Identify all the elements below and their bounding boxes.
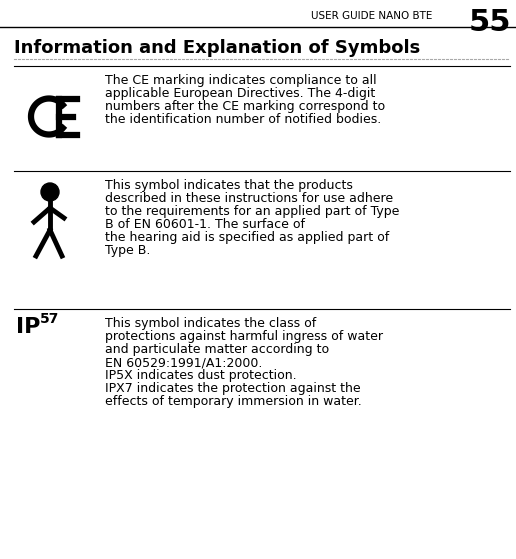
Text: described in these instructions for use adhere: described in these instructions for use … bbox=[105, 192, 393, 205]
Text: to the requirements for an applied part of Type: to the requirements for an applied part … bbox=[105, 205, 399, 218]
Text: protections against harmful ingress of water: protections against harmful ingress of w… bbox=[105, 330, 383, 343]
Text: This symbol indicates that the products: This symbol indicates that the products bbox=[105, 179, 353, 192]
Text: IP: IP bbox=[16, 317, 40, 337]
Text: Type B.: Type B. bbox=[105, 244, 150, 257]
Text: numbers after the CE marking correspond to: numbers after the CE marking correspond … bbox=[105, 100, 385, 113]
Text: This symbol indicates the class of: This symbol indicates the class of bbox=[105, 317, 316, 330]
Text: IP5X indicates dust protection.: IP5X indicates dust protection. bbox=[105, 369, 297, 382]
Text: applicable European Directives. The 4-digit: applicable European Directives. The 4-di… bbox=[105, 87, 375, 100]
Text: USER GUIDE NANO BTE: USER GUIDE NANO BTE bbox=[311, 11, 432, 21]
Text: the identification number of notified bodies.: the identification number of notified bo… bbox=[105, 113, 381, 126]
Text: the hearing aid is specified as applied part of: the hearing aid is specified as applied … bbox=[105, 231, 389, 244]
Text: Information and Explanation of Symbols: Information and Explanation of Symbols bbox=[14, 39, 420, 57]
Text: and particulate matter according to: and particulate matter according to bbox=[105, 343, 329, 356]
Text: 57: 57 bbox=[40, 312, 59, 326]
Text: IPX7 indicates the protection against the: IPX7 indicates the protection against th… bbox=[105, 382, 361, 395]
Text: EN 60529:1991/A1:2000.: EN 60529:1991/A1:2000. bbox=[105, 356, 262, 369]
Text: effects of temporary immersion in water.: effects of temporary immersion in water. bbox=[105, 395, 362, 408]
Text: The CE marking indicates compliance to all: The CE marking indicates compliance to a… bbox=[105, 74, 377, 87]
Circle shape bbox=[41, 183, 59, 201]
Text: 55: 55 bbox=[469, 8, 511, 37]
Text: B of EN 60601-1. The surface of: B of EN 60601-1. The surface of bbox=[105, 218, 305, 231]
